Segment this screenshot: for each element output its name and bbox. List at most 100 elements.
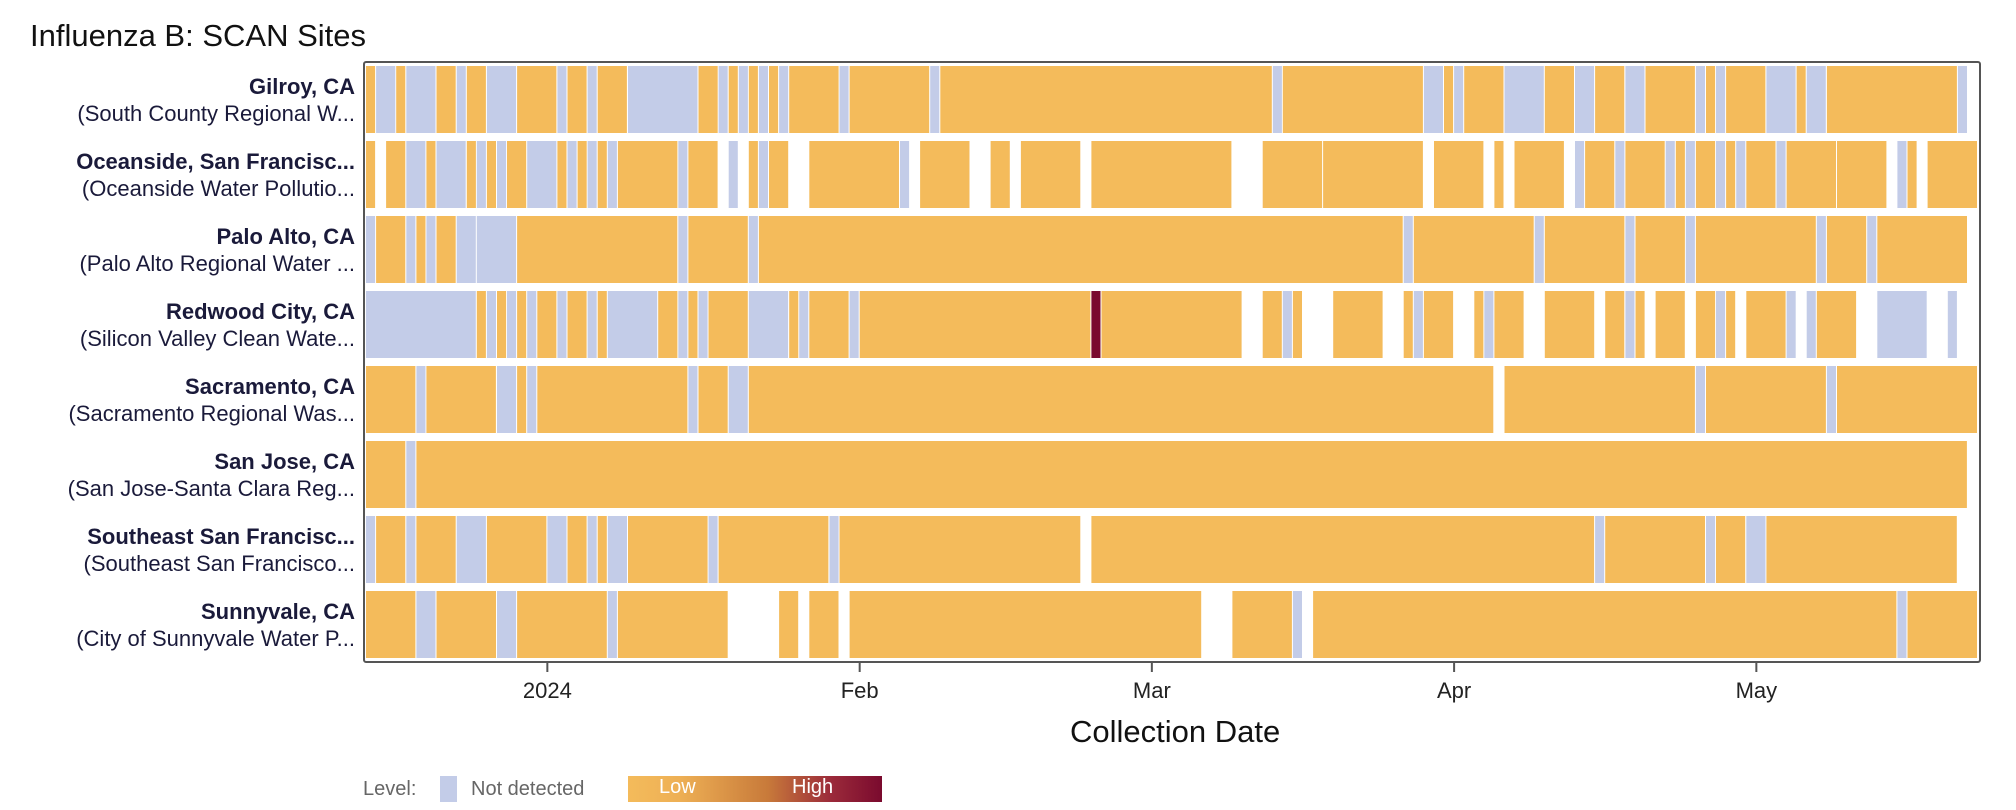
- not-detected-cell: [527, 141, 557, 208]
- low-level-cell: [436, 216, 456, 283]
- low-level-cell: [769, 141, 789, 208]
- not-detected-cell: [1897, 141, 1907, 208]
- site-name: Southeast San Francisc...: [87, 524, 355, 549]
- low-level-cell: [476, 291, 486, 358]
- low-level-cell: [1716, 516, 1746, 583]
- low-level-cell: [1232, 591, 1292, 658]
- low-level-cell: [779, 591, 799, 658]
- not-detected-cell: [1292, 591, 1302, 658]
- legend-high-label: High: [792, 776, 834, 798]
- not-detected-cell: [1534, 216, 1544, 283]
- low-level-cell: [1695, 216, 1816, 283]
- not-detected-cell: [406, 216, 416, 283]
- low-level-cell: [1333, 291, 1383, 358]
- low-level-cell: [1091, 516, 1595, 583]
- low-level-cell: [416, 216, 426, 283]
- low-level-cell: [436, 66, 456, 133]
- low-level-cell: [597, 66, 627, 133]
- not-detected-cell: [1716, 141, 1726, 208]
- not-detected-cell: [1716, 291, 1726, 358]
- low-level-cell: [1292, 291, 1302, 358]
- low-level-cell: [1826, 66, 1957, 133]
- low-level-cell: [1726, 291, 1736, 358]
- not-detected-cell: [607, 141, 617, 208]
- low-level-cell: [1544, 291, 1595, 358]
- low-level-cell: [497, 291, 507, 358]
- not-detected-cell: [497, 141, 507, 208]
- not-detected-cell: [728, 366, 748, 433]
- low-level-cell: [517, 216, 678, 283]
- low-level-cell: [658, 291, 678, 358]
- low-level-cell: [1635, 291, 1645, 358]
- not-detected-cell: [758, 141, 768, 208]
- not-detected-cell: [1716, 66, 1726, 133]
- not-detected-cell: [799, 291, 809, 358]
- x-tick-label: Feb: [840, 678, 879, 703]
- low-level-cell: [769, 66, 779, 133]
- high-level-cell: [1091, 291, 1101, 358]
- not-detected-cell: [1484, 291, 1494, 358]
- not-detected-cell: [1625, 291, 1635, 358]
- low-level-cell: [809, 141, 899, 208]
- low-level-cell: [507, 141, 527, 208]
- not-detected-cell: [486, 291, 496, 358]
- not-detected-cell: [1615, 141, 1625, 208]
- not-detected-cell: [829, 516, 839, 583]
- not-detected-cell: [738, 66, 748, 133]
- not-detected-cell: [456, 516, 486, 583]
- low-level-cell: [1494, 141, 1504, 208]
- low-level-cell: [688, 141, 718, 208]
- low-level-cell: [567, 291, 587, 358]
- site-plant: (South County Regional W...: [77, 101, 355, 126]
- low-level-cell: [1605, 291, 1625, 358]
- low-level-cell: [416, 441, 1967, 508]
- chart-title: Influenza B: SCAN Sites: [30, 18, 366, 53]
- low-level-cell: [1877, 216, 1967, 283]
- low-level-cell: [1816, 291, 1857, 358]
- not-detected-cell: [728, 141, 738, 208]
- low-level-cell: [1675, 141, 1685, 208]
- legend-not-detected-label: Not detected: [471, 778, 585, 800]
- low-level-cell: [1635, 216, 1685, 283]
- site-name: Sacramento, CA: [185, 374, 355, 399]
- not-detected-cell: [607, 591, 617, 658]
- low-level-cell: [1544, 216, 1625, 283]
- x-tick-label: May: [1735, 678, 1778, 703]
- low-level-cell: [557, 141, 567, 208]
- not-detected-cell: [497, 591, 517, 658]
- not-detected-cell: [436, 141, 466, 208]
- low-level-cell: [1645, 66, 1695, 133]
- not-detected-cell: [1776, 141, 1786, 208]
- low-level-cell: [1434, 141, 1484, 208]
- low-level-cell: [366, 441, 406, 508]
- low-level-cell: [537, 366, 688, 433]
- low-level-cell: [1746, 291, 1786, 358]
- site-plant: (Oceanside Water Pollutio...: [81, 176, 355, 201]
- low-level-cell: [849, 591, 1202, 658]
- low-level-cell: [1595, 66, 1625, 133]
- not-detected-cell: [839, 66, 849, 133]
- low-level-cell: [1101, 291, 1242, 358]
- low-level-cell: [1464, 66, 1504, 133]
- low-level-cell: [517, 366, 527, 433]
- not-detected-cell: [567, 141, 577, 208]
- low-level-cell: [366, 141, 376, 208]
- low-level-cell: [1625, 141, 1665, 208]
- low-level-cell: [517, 66, 557, 133]
- not-detected-cell: [1736, 141, 1746, 208]
- low-level-cell: [1927, 141, 1977, 208]
- legend-title: Level:: [363, 778, 417, 800]
- low-level-cell: [577, 141, 587, 208]
- low-level-cell: [1585, 141, 1615, 208]
- not-detected-cell: [406, 141, 426, 208]
- legend-not-detected-swatch: [440, 776, 457, 802]
- not-detected-cell: [708, 516, 718, 583]
- low-level-cell: [748, 366, 1494, 433]
- low-level-cell: [1282, 66, 1423, 133]
- not-detected-cell: [1867, 216, 1877, 283]
- low-level-cell: [728, 66, 738, 133]
- not-detected-cell: [406, 516, 416, 583]
- low-level-cell: [597, 141, 607, 208]
- not-detected-cell: [376, 66, 396, 133]
- not-detected-cell: [1575, 66, 1595, 133]
